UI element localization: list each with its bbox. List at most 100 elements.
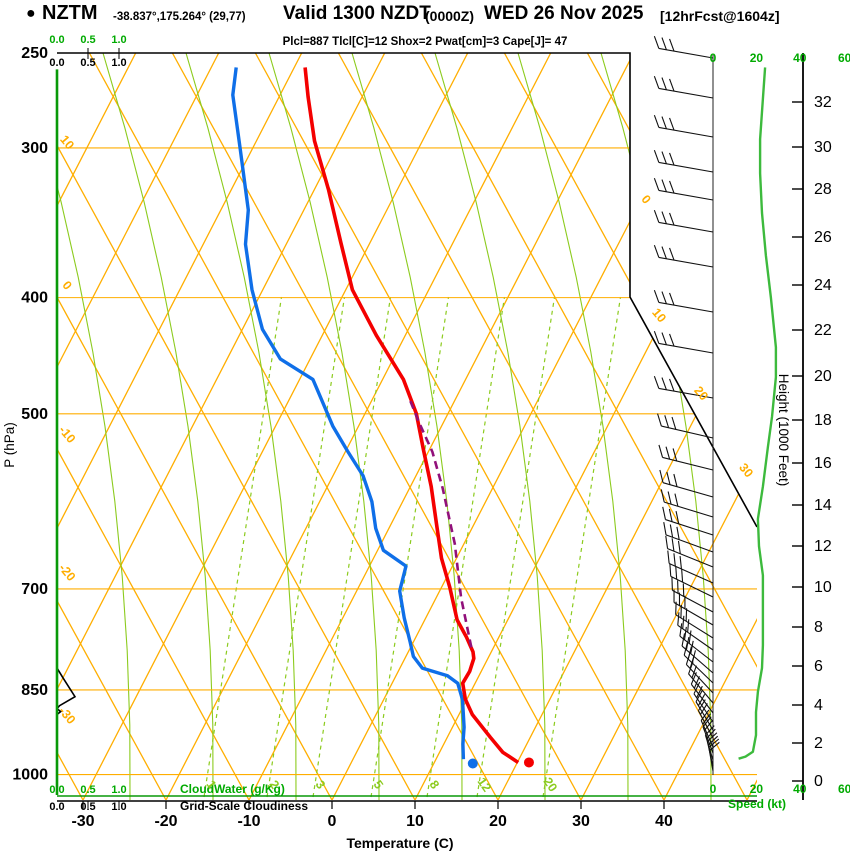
dry-adiabat-line — [337, 53, 748, 800]
cloudwater-scale-bottom-label: 1.0 — [111, 784, 126, 796]
stability-indices: Plcl=887 Tlcl[C]=12 Shox=2 Pwat[cm]=3 Ca… — [282, 36, 568, 48]
wind-barb — [673, 602, 714, 626]
wind-barb-feather — [697, 694, 706, 706]
wind-barb-feather — [653, 376, 660, 389]
wind-barb — [658, 256, 714, 268]
wind-barb — [665, 519, 714, 536]
isotherm-line — [331, 53, 718, 800]
wind-barb-feather — [702, 713, 711, 725]
wind-barb-feather — [679, 623, 683, 637]
wind-barb-feather — [660, 489, 665, 503]
wind-barb-feather — [665, 535, 669, 549]
dry-adiabat-label: 10 — [57, 133, 77, 153]
pressure-tick-label: 400 — [21, 290, 48, 307]
wind-barb-feather — [707, 732, 718, 743]
dewpoint-curve — [231, 67, 466, 760]
height-tick-label: 14 — [814, 497, 832, 514]
wind-barb-feather — [661, 151, 667, 164]
temperature-tick-label: -20 — [154, 813, 177, 830]
height-axis-title: Height (1000 Feet) — [776, 374, 791, 487]
wind-barb — [665, 534, 714, 553]
isotherm-line — [57, 53, 386, 800]
wind-barb-feather — [693, 681, 701, 695]
utc-time: (0000Z) — [425, 8, 475, 24]
isotherm-line — [580, 53, 757, 800]
pressure-tick-label: 500 — [21, 406, 48, 423]
dry-adiabat-line — [88, 53, 499, 800]
cloudwater-scale-bottom-label: 0.5 — [80, 784, 95, 796]
height-tick-label: 0 — [814, 773, 823, 790]
speed-scale-bottom-label: 0 — [710, 782, 717, 796]
mixing-ratio-label: 5 — [371, 778, 386, 792]
height-tick-label: 8 — [814, 619, 823, 636]
wind-barb-feather — [661, 377, 667, 390]
valid-date: WED 26 Nov 2025 — [484, 3, 644, 24]
height-tick-label: 16 — [814, 455, 832, 472]
wind-barb-feather — [700, 709, 710, 721]
wind-barb — [658, 47, 714, 59]
wind-barb-feather — [669, 180, 675, 194]
pressure-axis-title: P (hPa) — [2, 422, 17, 468]
surface-temperature-dot — [523, 757, 534, 768]
cloudwater-axis-title: CloudWater (g/Kg) — [180, 782, 285, 796]
cloudiness-scale-bottom-label: 0.0 — [49, 801, 64, 813]
temperature-tick-label: 10 — [406, 813, 424, 830]
wind-barb-feather — [688, 630, 692, 644]
dry-adiabat-line — [420, 53, 757, 800]
wind-barb-feather — [661, 211, 667, 224]
wind-barb-feather — [696, 685, 703, 698]
height-tick-label: 18 — [814, 412, 832, 429]
wind-barb-feather — [665, 446, 671, 460]
wind-barb-feather — [669, 292, 675, 306]
speed-scale-bottom-label: 20 — [750, 782, 764, 796]
wind-barb-feather — [687, 619, 690, 633]
wind-barb-feather — [683, 642, 688, 656]
wind-barb — [661, 425, 714, 439]
wind-barb-feather — [677, 612, 680, 626]
station-bullet-icon: ● — [26, 5, 36, 22]
parcel-path-curve — [409, 400, 474, 651]
cloudiness-axis-title: Grid-Scale Cloudiness — [180, 799, 308, 813]
mixing-ratio-label: 8 — [427, 778, 442, 792]
isotherm-line — [746, 53, 757, 800]
wind-barb — [664, 501, 714, 518]
dry-adiabat-label: -20 — [56, 561, 78, 584]
moist-adiabat-line — [517, 53, 629, 800]
wind-barb — [658, 189, 714, 201]
wind-barb-feather — [682, 615, 685, 629]
speed-scale-bottom-label: 40 — [793, 782, 807, 796]
height-tick-label: 22 — [814, 322, 832, 339]
moist-adiabat-line — [185, 53, 297, 800]
mixing-ratio-label: 20 — [541, 775, 560, 794]
isotherm-label: 10 — [649, 306, 669, 326]
wind-barb-feather — [671, 416, 677, 430]
wind-barb-feather — [685, 651, 691, 665]
wind-barb — [668, 562, 714, 584]
wind-barb-feather — [690, 672, 697, 685]
wind-barb-feather — [669, 212, 675, 226]
wind-barb-feather — [703, 720, 713, 731]
model-name: NZTM — [42, 2, 98, 24]
wind-barb-column — [653, 36, 720, 775]
pressure-tick-label: 1000 — [12, 767, 48, 784]
cloudiness-scale-top-label: 0.5 — [80, 57, 95, 69]
wind-barb-feather — [664, 415, 670, 428]
mixing-ratio-label: 12 — [475, 775, 494, 794]
wind-barb-feather — [661, 37, 667, 50]
wind-barb-feather — [669, 152, 675, 166]
wind-barb-feather — [669, 563, 672, 577]
wind-barb-feather — [673, 553, 676, 567]
wind-barb-feather — [653, 210, 660, 223]
wind-barb-feather — [653, 331, 660, 344]
mixing-ratio-line — [476, 296, 556, 798]
pressure-tick-label: 700 — [21, 581, 48, 598]
height-tick-label: 20 — [814, 368, 832, 385]
moist-adiabat-line — [57, 53, 131, 800]
wind-barb-feather — [693, 676, 700, 689]
dry-adiabat-line — [57, 53, 250, 800]
wind-barb-feather — [663, 522, 667, 535]
wind-barb — [708, 747, 714, 772]
frame-top-right-boundary — [57, 52, 758, 528]
wind-barb-feather — [653, 290, 660, 303]
